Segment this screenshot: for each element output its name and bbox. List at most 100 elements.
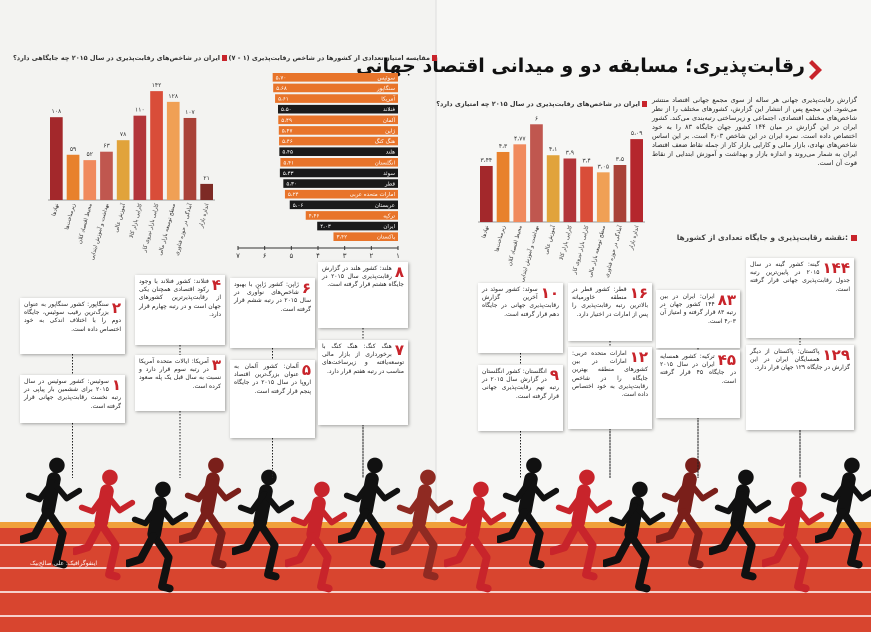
bar <box>83 160 97 200</box>
country-text: قطر: کشور قطر در منطقه خاورمیانه بالاتری… <box>572 286 648 318</box>
country-card: ۸ هلند: کشور هلند در گزارش رقابت‌پذیری سا… <box>318 262 408 328</box>
country-card: ۱۶ قطر: کشور قطر در منطقه خاورمیانه بالات… <box>568 283 652 341</box>
country-rank: ۸۳ <box>717 291 736 309</box>
bar <box>280 158 398 167</box>
value-label: ۳،۴۲ <box>336 235 347 241</box>
value-label: ۵،۴۹ <box>281 118 292 124</box>
country-text: آمریکا: ایالات متحده آمریکا در رتبه سوم … <box>139 358 221 390</box>
country-rank: ۴۵ <box>717 351 736 369</box>
value-label: ۳،۹ <box>566 149 574 156</box>
category-label: قطر <box>384 182 396 188</box>
bar <box>200 183 213 200</box>
country-rank: ۱۰ <box>540 284 559 302</box>
country-card: ۵ آلمان: کشور آلمان به عنوان بزرگ‌ترین اق… <box>230 360 315 438</box>
category-label: ایران <box>383 224 395 230</box>
title-bullet <box>222 55 227 61</box>
bar <box>278 115 398 125</box>
value-label: ۵۲ <box>87 151 93 158</box>
country-card: ۷ هنگ کنگ: هنگ کنگ با برخورداری از بازار … <box>318 340 408 425</box>
country-rank: ۴ <box>211 276 221 294</box>
value-label: ۲۱ <box>203 175 209 182</box>
bar <box>284 189 398 199</box>
country-text: ژاپن: کشور ژاپن با بهبود شاخص‌های نوآوری… <box>234 281 311 313</box>
value-label: ۶ <box>535 115 538 122</box>
intro-text: گزارش رقابت‌پذیری جهانی هر ساله از سوی م… <box>652 96 858 167</box>
bar <box>613 165 627 222</box>
bar <box>278 126 398 135</box>
x-tick-label: کارایی بازار نیروی کار <box>141 202 161 253</box>
country-card: ۱۲۹ پاکستان: پاکستان از دیگر همسایگان ایر… <box>746 345 854 430</box>
value-label: ۳،۵ <box>616 156 624 163</box>
country-text: هلند: کشور هلند در گزارش رقابت‌پذیری سال… <box>322 265 404 289</box>
value-label: ۵۹ <box>70 146 76 153</box>
value-label: ۳،۴۴ <box>481 157 493 164</box>
value-label: ۵،۵۰ <box>281 107 292 113</box>
bar <box>580 166 593 222</box>
country-card: ۶ ژاپن: کشور ژاپن با بهبود شاخص‌های نوآور… <box>230 278 315 348</box>
value-label: ۱۰۸ <box>52 108 62 115</box>
value-label: ۵،۴۶ <box>282 139 293 145</box>
country-card: ۲ سنگاپور: کشور سنگاپور به عنوان بزرگ‌تری… <box>20 298 125 354</box>
bar <box>278 104 398 114</box>
bar <box>279 147 398 156</box>
country-rank: ۷ <box>394 341 404 359</box>
bar <box>305 211 398 220</box>
value-label: ۵،۴۳ <box>283 171 294 177</box>
title-chevron <box>809 60 822 80</box>
bar <box>133 115 147 200</box>
value-label: ۶۳ <box>103 143 110 150</box>
value-label: ۴،۱ <box>549 146 557 153</box>
category-label: امارات متحده عربی <box>350 192 396 198</box>
value-label: ۴،۰۳ <box>320 224 331 230</box>
country-text: ترکیه: کشور همسایه ایران در سال ۲۰۱۵ در … <box>660 353 736 385</box>
bar <box>289 200 398 210</box>
value-label: ۴،۴۶ <box>309 213 320 219</box>
country-card: ۱ سوئیس: کشور سوئیس در سال ۲۰۱۵ برای ششمی… <box>20 375 125 423</box>
value-label: ۵،۳۰ <box>286 182 297 188</box>
x-tick-label: نهادها <box>481 225 490 239</box>
category-label: پاکستان <box>377 234 396 241</box>
x-tick-label: آموزش عالی <box>113 202 128 233</box>
x-tick-label: آمادگی در حوزه فناوری <box>173 202 194 256</box>
chart-title: ایران در شاخص‌های رقابت‌پذیری در سال ۲۰۱… <box>13 54 220 62</box>
country-card: ۸۳ ایران: ایران در بین ۱۴۴ کشور جهان در ر… <box>656 290 740 348</box>
chart-title: ایران در شاخص‌های رقابت‌پذیری در سال ۲۰۱… <box>436 100 640 108</box>
category-label: عربستان <box>375 203 395 209</box>
x-tick-label: ۷ <box>236 252 240 260</box>
value-label: ۱۲۸ <box>168 93 178 100</box>
country-card: ۹ انگلستان: کشور انگلستان در گزارش سال ۲۰… <box>478 365 563 431</box>
value-label: ۵،۷۰ <box>276 75 287 81</box>
bar <box>275 94 398 103</box>
value-label: ۵،۰۶ <box>293 203 304 209</box>
country-text: امارات متحده عربی: امارات در بین کشورهای… <box>572 350 648 399</box>
value-label: ۵،۶۸ <box>276 86 287 92</box>
value-label: ۵،۰۹ <box>631 130 643 137</box>
category-label: فنلاند <box>383 107 395 113</box>
bar <box>150 91 163 200</box>
x-tick-label: ۱ <box>396 252 400 260</box>
x-tick-label: ۵ <box>289 252 293 260</box>
x-tick-label: ۲ <box>369 252 373 260</box>
value-label: ۵،۲۴ <box>288 192 299 198</box>
x-tick-label: محیط اقتصاد کلان <box>76 203 94 245</box>
bar <box>513 144 527 222</box>
country-text: انگلستان: کشور انگلستان در گزارش سال ۲۰۱… <box>482 368 559 400</box>
x-tick-label: اندازه بازار <box>198 203 211 230</box>
bar <box>272 73 398 82</box>
bar <box>596 172 610 222</box>
category-label: انگلستان <box>375 159 396 166</box>
map-heading: نقشه رقابت‌پذیری و جایگاه تعدادی از کشور… <box>677 233 848 242</box>
category-label: سوئیس <box>377 75 395 81</box>
country-rank: ۳ <box>211 356 221 374</box>
country-rank: ۲ <box>111 299 121 317</box>
category-label: ژاپن <box>385 128 395 134</box>
value-label: ۳،۰۵ <box>597 163 609 170</box>
category-label: سوئد <box>383 171 395 177</box>
x-tick-label: نهادها <box>51 203 60 217</box>
bar <box>50 117 63 200</box>
bar <box>546 155 560 222</box>
category-label: سنگاپور <box>376 85 395 92</box>
category-label: هنگ کنگ <box>375 138 396 145</box>
